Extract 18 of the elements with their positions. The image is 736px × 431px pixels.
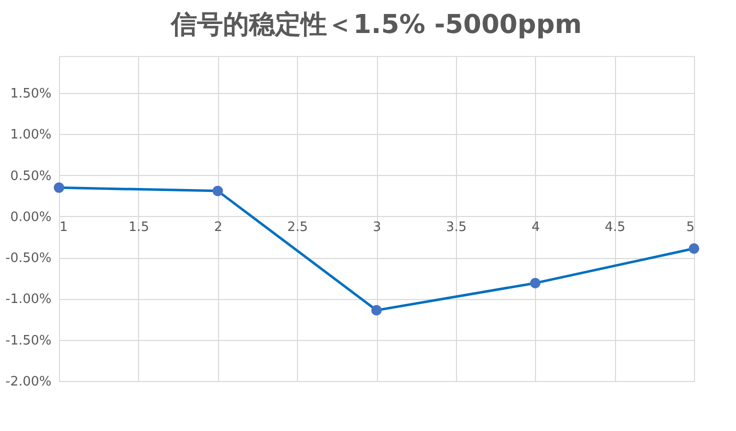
y-tick-label: 0.50% <box>10 168 52 184</box>
y-tick-label: 0.00% <box>10 210 52 225</box>
x-tick-label: 4 <box>532 220 540 235</box>
x-tick-label: 3.5 <box>446 220 467 235</box>
y-tick-label: -1.50% <box>6 333 52 348</box>
y-tick-label: 1.00% <box>10 128 52 143</box>
x-tick-label: 3 <box>372 220 382 235</box>
x-tick-label: 5 <box>686 220 694 235</box>
y-tick-label: -2.00% <box>6 374 52 390</box>
chart-title: 信号的稳定性＜1.5% -5000ppm <box>170 10 582 40</box>
x-tick-label: 2.5 <box>287 220 308 235</box>
x-tick-label: 1 <box>60 220 68 235</box>
y-tick-label: -0.50% <box>6 251 52 266</box>
y-tick-label: 1.50% <box>10 86 52 102</box>
x-tick-label: 4.5 <box>604 220 626 235</box>
x-tick-label: 2 <box>214 220 222 235</box>
x-tick-label: 1.5 <box>128 220 150 235</box>
y-tick-label: -1.00% <box>6 292 52 308</box>
